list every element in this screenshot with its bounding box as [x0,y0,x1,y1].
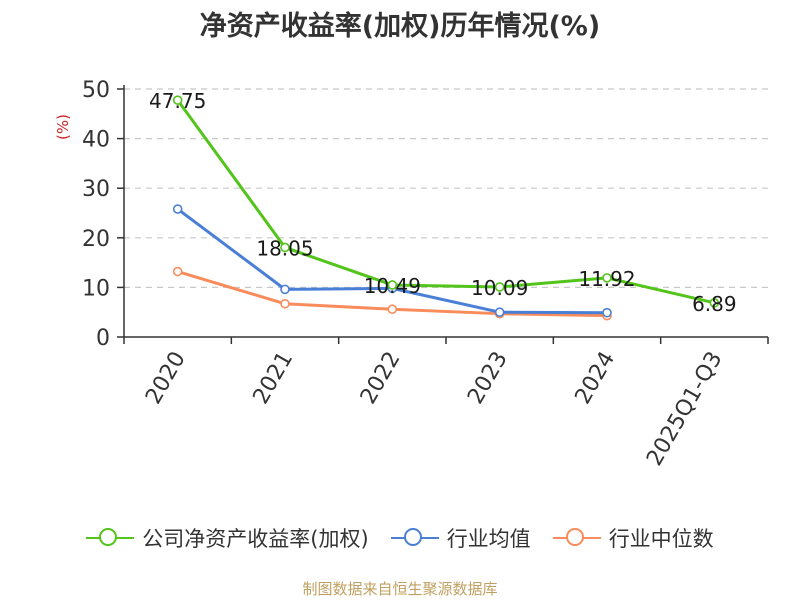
y-tick-label: 20 [82,227,110,252]
chart-title: 净资产收益率(加权)历年情况(%) [199,11,601,42]
point-marker-2 [280,298,290,309]
point-marker-0 [280,242,290,253]
grid-lines [124,88,768,288]
point-marker-0 [494,282,505,292]
data-label: 10.09 [471,276,528,300]
point-marker-1 [494,307,505,318]
legend-swatch-company [86,526,135,550]
data-label: 11.92 [578,267,635,291]
legend-item-company[interactable]: 公司净资产收益率(加权) [86,523,369,553]
data-label: 10.49 [364,274,421,298]
point-marker-1 [602,307,612,318]
point-marker-0 [172,95,183,105]
x-tick-label: 2023 [463,348,513,409]
x-tick-label: 2025Q1-Q3 [642,348,727,471]
y-tick-label: 0 [96,326,110,351]
data-labels: 47.75 18.05 10.49 10.09 11.92 6.89 [149,89,737,316]
data-label: 6.89 [692,292,737,316]
legend-item-industry-mean[interactable]: 行业均值 [390,523,531,553]
point-marker-0 [709,298,720,308]
legend-label-company: 公司净资产收益率(加权) [142,527,369,551]
source-note: 制图数据来自恒生聚源数据库 [302,580,498,598]
point-marker-1 [280,284,290,295]
x-tick-label: 2020 [141,348,191,409]
point-marker-0 [387,280,398,290]
y-tick-label: 50 [82,78,110,103]
legend-label-industry-mean: 行业均值 [446,527,531,551]
series-lines [172,95,720,321]
y-axis-label: (%) [54,114,72,140]
data-label: 18.05 [256,236,313,260]
point-marker-2 [172,266,183,277]
point-marker-0 [602,273,612,283]
y-tick-label: 40 [82,128,110,153]
legend: 公司净资产收益率(加权) 行业均值 行业中位数 [0,518,800,558]
data-label: 47.75 [149,89,206,113]
legend-label-industry-median: 行业中位数 [608,527,714,551]
point-marker-1 [172,204,183,214]
x-tick-label: 2024 [571,348,621,409]
series-line-0 [176,99,715,305]
y-tick-label: 30 [82,177,110,202]
x-tick-label: 2022 [356,348,406,409]
legend-swatch-industry-median [552,526,601,550]
x-tick-label: 2021 [249,348,299,409]
y-tick-label: 10 [82,276,110,301]
legend-item-industry-median[interactable]: 行业中位数 [552,523,714,553]
legend-swatch-industry-mean [390,526,439,550]
point-marker-2 [387,304,398,315]
